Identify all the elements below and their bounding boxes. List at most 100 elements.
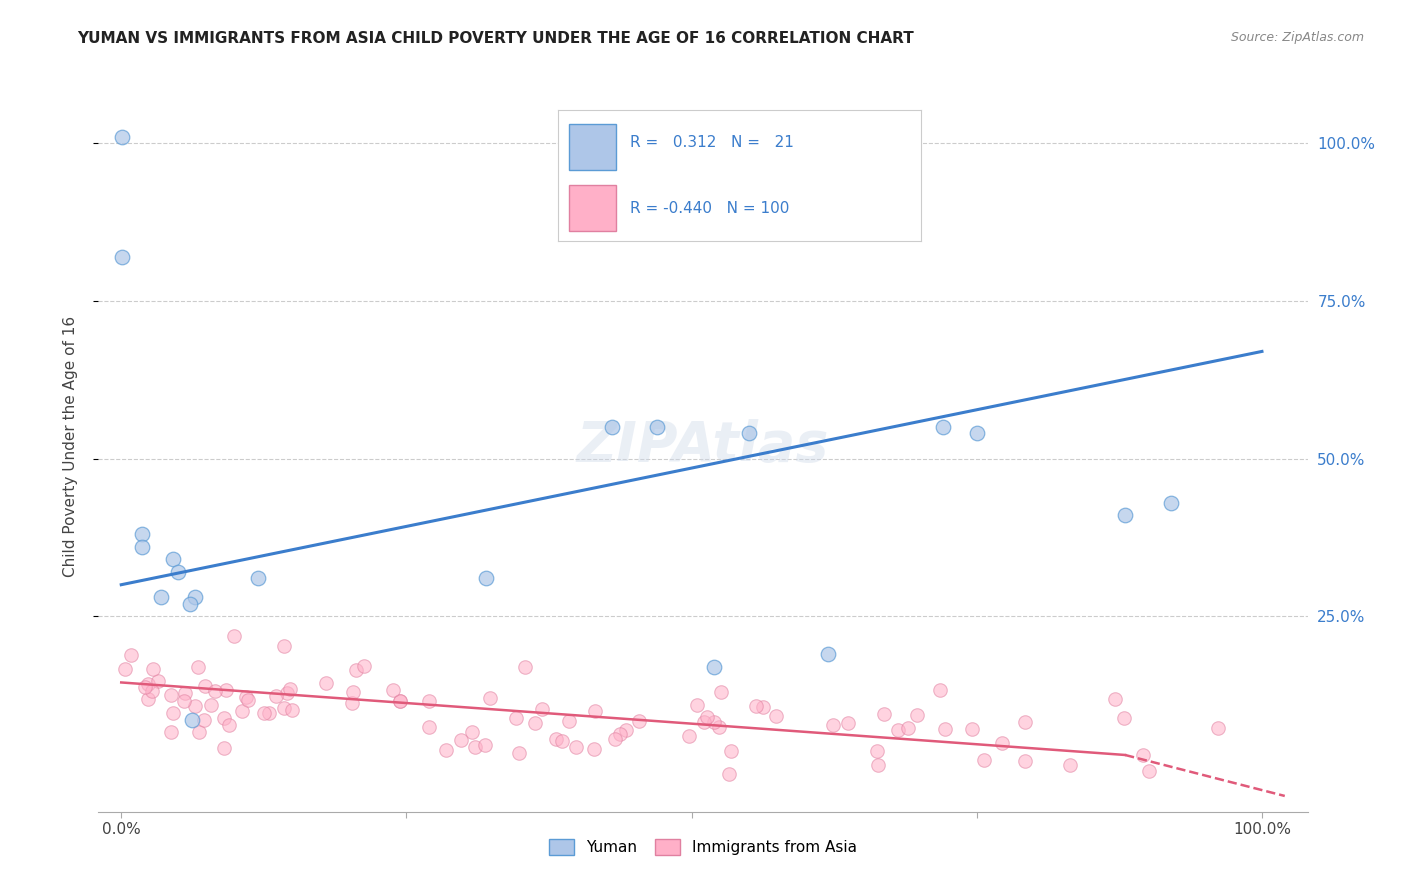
Point xyxy=(710,685,733,699)
Point xyxy=(200,698,222,713)
Point xyxy=(281,703,304,717)
Point xyxy=(434,743,457,757)
Point xyxy=(247,571,270,585)
Point xyxy=(479,690,502,705)
Point xyxy=(273,701,295,715)
Point xyxy=(187,660,209,674)
Point xyxy=(1114,711,1136,725)
Point xyxy=(837,716,859,731)
Point xyxy=(160,724,183,739)
Point xyxy=(647,420,669,434)
Point xyxy=(174,686,197,700)
Point xyxy=(1137,764,1160,779)
Point xyxy=(150,591,173,605)
Point xyxy=(1014,754,1036,768)
Point xyxy=(765,709,787,723)
Point xyxy=(866,758,889,772)
Point xyxy=(582,742,605,756)
Point xyxy=(450,733,472,747)
Point xyxy=(513,659,536,673)
Point xyxy=(744,699,766,714)
Point xyxy=(253,706,276,720)
Point xyxy=(212,740,235,755)
Point xyxy=(131,527,153,541)
Text: Source: ZipAtlas.com: Source: ZipAtlas.com xyxy=(1230,31,1364,45)
Point xyxy=(212,711,235,725)
Point xyxy=(693,715,716,730)
Point xyxy=(179,597,201,611)
Point xyxy=(931,420,953,434)
Point xyxy=(120,648,142,663)
Point xyxy=(703,659,725,673)
Point xyxy=(204,683,226,698)
Point xyxy=(474,739,496,753)
Y-axis label: Child Poverty Under the Age of 16: Child Poverty Under the Age of 16 xyxy=(63,316,77,576)
Point xyxy=(505,711,527,725)
Point xyxy=(188,725,211,739)
Point xyxy=(464,739,486,754)
Point xyxy=(530,702,553,716)
Point xyxy=(718,767,741,781)
Point xyxy=(381,683,404,698)
Point xyxy=(264,689,287,703)
Point xyxy=(551,734,574,748)
Point xyxy=(966,426,988,441)
Point xyxy=(194,679,217,693)
Text: ZIPAtlas: ZIPAtlas xyxy=(576,419,830,473)
Point xyxy=(162,552,184,566)
Point xyxy=(184,698,207,713)
Point xyxy=(142,662,165,676)
Point xyxy=(235,690,257,704)
Point xyxy=(583,704,606,718)
Point xyxy=(973,753,995,767)
Point xyxy=(609,727,631,741)
Point xyxy=(273,639,295,653)
Point xyxy=(111,250,134,264)
Point xyxy=(218,717,240,731)
Point xyxy=(929,683,952,698)
Point xyxy=(934,722,956,736)
Point xyxy=(1206,721,1229,735)
Point xyxy=(709,720,731,734)
Point xyxy=(1059,758,1081,772)
Point xyxy=(315,676,337,690)
Point xyxy=(344,663,367,677)
Point xyxy=(276,686,298,700)
Point xyxy=(737,426,759,441)
Point xyxy=(751,699,773,714)
Point xyxy=(340,696,363,710)
Point xyxy=(131,540,153,554)
Point xyxy=(823,718,845,732)
Point xyxy=(720,744,742,758)
Point xyxy=(565,740,588,755)
Point xyxy=(114,662,136,676)
Point xyxy=(141,684,163,698)
Point xyxy=(162,706,184,720)
Point xyxy=(136,677,159,691)
Point xyxy=(259,706,281,721)
Point xyxy=(136,692,159,706)
Point xyxy=(342,684,364,698)
Point xyxy=(278,682,301,697)
Point xyxy=(231,704,253,718)
Point xyxy=(686,698,709,712)
Legend: Yuman, Immigrants from Asia: Yuman, Immigrants from Asia xyxy=(541,831,865,863)
Point xyxy=(167,565,190,579)
Point xyxy=(1014,715,1036,730)
Point xyxy=(353,659,375,673)
Point xyxy=(193,713,215,727)
Point xyxy=(236,693,259,707)
Point xyxy=(896,721,918,735)
Point xyxy=(960,722,983,736)
Point xyxy=(418,720,440,734)
Point xyxy=(557,714,579,729)
Point xyxy=(600,420,623,434)
Point xyxy=(1132,747,1154,762)
Point xyxy=(215,683,238,698)
Point xyxy=(389,694,412,708)
Point xyxy=(873,707,896,722)
Point xyxy=(146,673,169,688)
Point xyxy=(524,715,547,730)
Point xyxy=(678,729,700,743)
Point xyxy=(703,715,725,730)
